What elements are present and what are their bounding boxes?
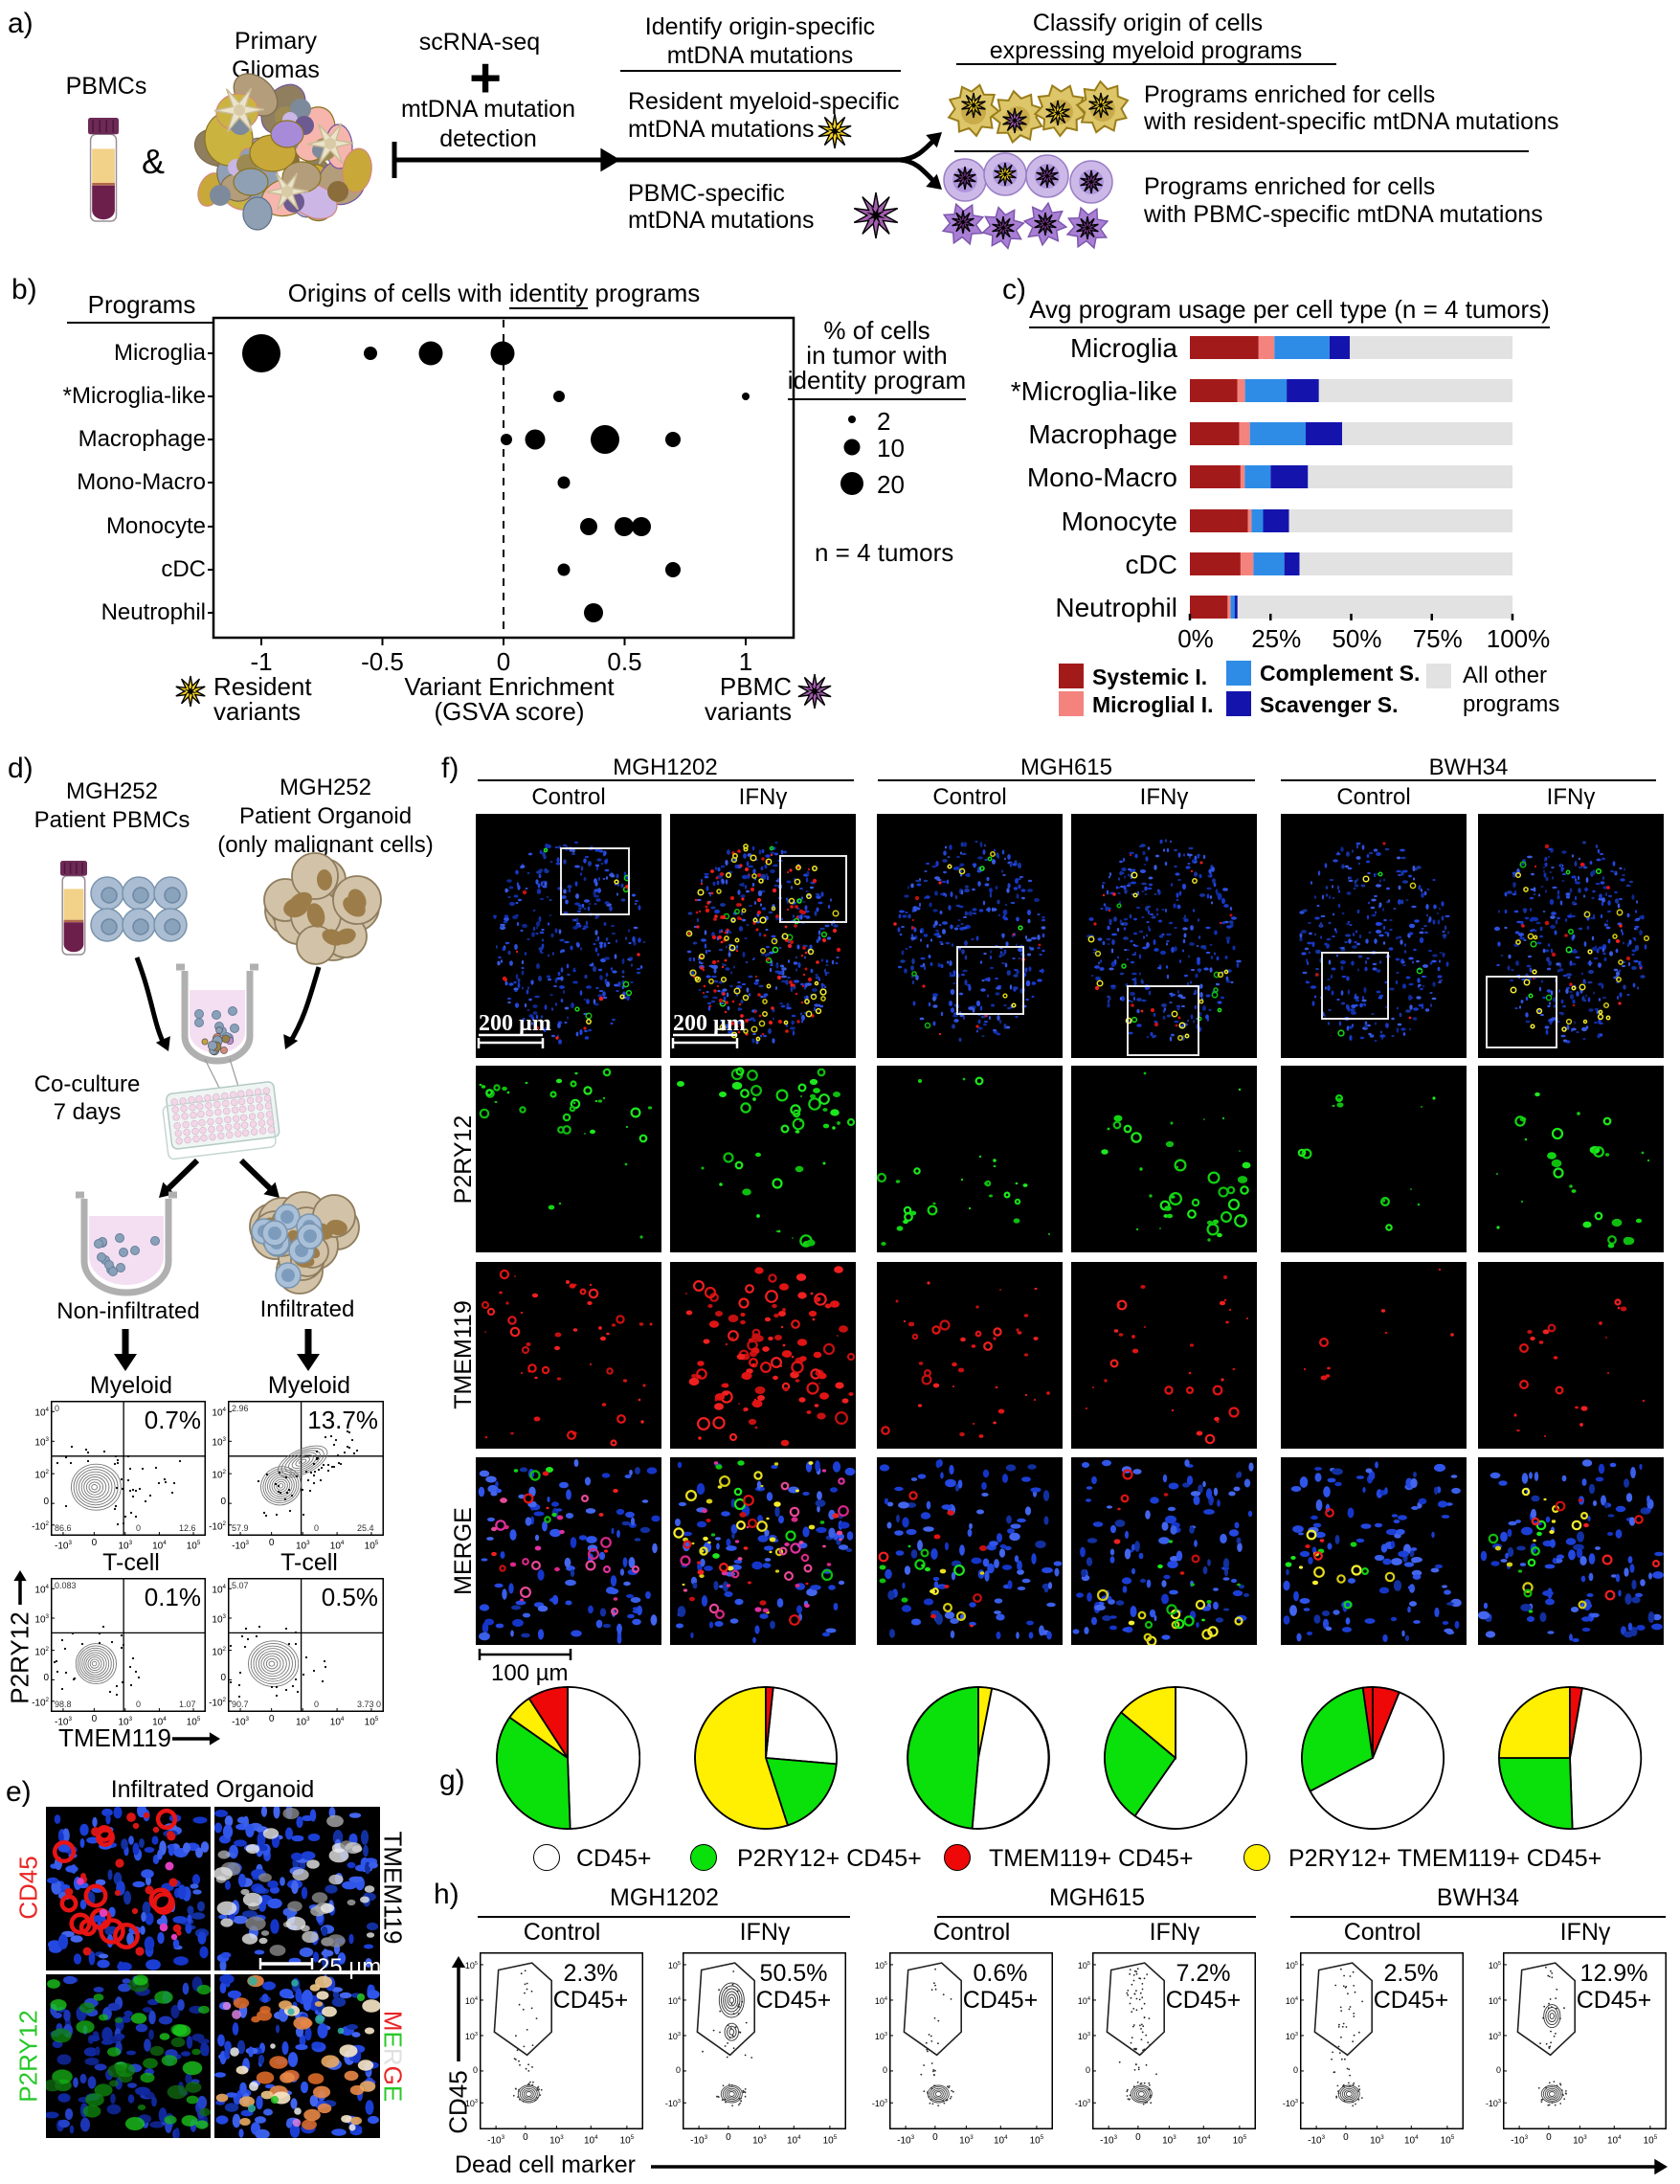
svg-text:0: 0: [136, 1700, 141, 1709]
svg-text:200 µm: 200 µm: [479, 1011, 551, 1036]
svg-text:2.96: 2.96: [232, 1404, 249, 1413]
svg-text:0: 0: [55, 1404, 59, 1413]
svg-text:3.73 0: 3.73 0: [357, 1700, 381, 1709]
svg-text:98.8: 98.8: [55, 1700, 72, 1709]
svg-text:0: 0: [314, 1700, 319, 1709]
svg-text:0: 0: [136, 1523, 141, 1533]
svg-text:200 µm: 200 µm: [673, 1011, 746, 1036]
svg-text:12.6: 12.6: [179, 1523, 196, 1533]
svg-text:5.07: 5.07: [232, 1581, 249, 1590]
svg-text:86.6: 86.6: [55, 1523, 72, 1533]
svg-text:0: 0: [314, 1523, 319, 1533]
svg-text:1.07: 1.07: [179, 1700, 196, 1709]
svg-text:0.083: 0.083: [55, 1581, 77, 1590]
svg-text:57.9: 57.9: [232, 1523, 249, 1533]
svg-text:25.4: 25.4: [357, 1523, 374, 1533]
svg-text:90.7: 90.7: [232, 1700, 249, 1709]
